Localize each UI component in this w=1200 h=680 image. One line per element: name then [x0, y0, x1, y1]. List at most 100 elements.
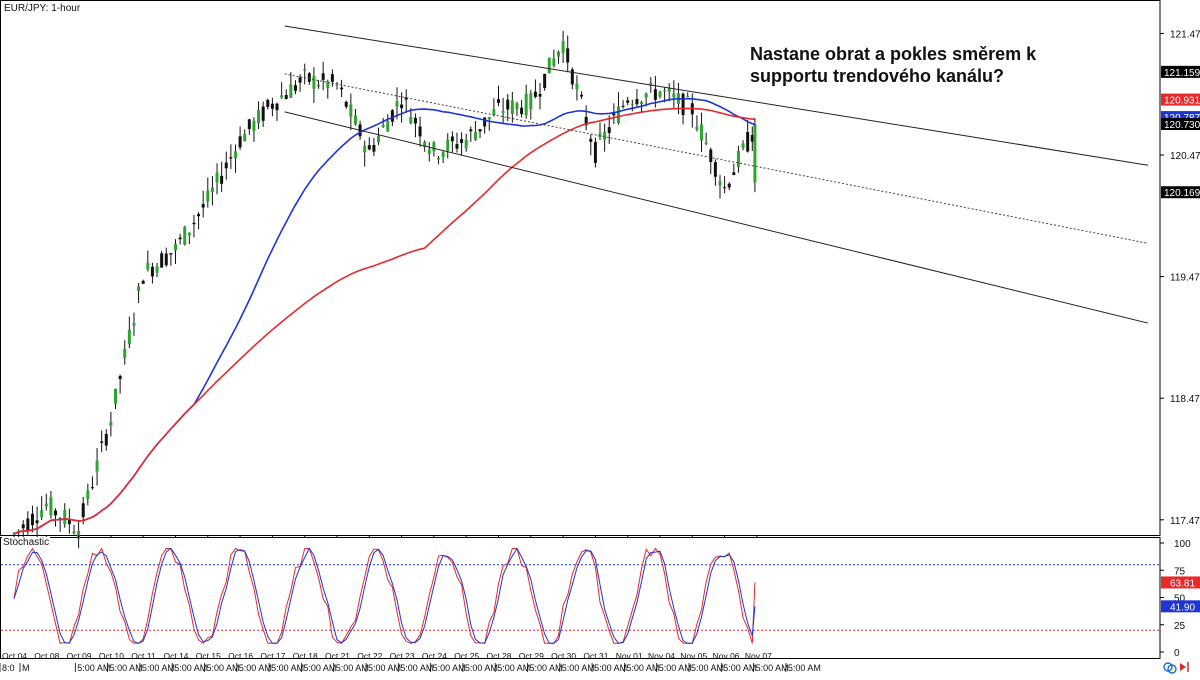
- time-label: 5:00 AM: [530, 663, 563, 673]
- candle-body: [437, 158, 441, 160]
- candle: [114, 388, 118, 409]
- candle-body: [575, 83, 579, 90]
- candle: [280, 82, 284, 99]
- candle-body: [386, 121, 390, 132]
- candle: [598, 122, 602, 141]
- candle-body: [330, 74, 334, 82]
- candle: [575, 75, 579, 101]
- scroll-arrow-shape: [1180, 663, 1186, 671]
- candle-body: [455, 144, 459, 149]
- candle: [224, 151, 228, 180]
- candle: [44, 493, 48, 511]
- link-icon: [1163, 662, 1177, 674]
- candle-body: [552, 58, 556, 66]
- candle-body: [621, 105, 625, 107]
- candle-body: [123, 348, 127, 358]
- candle-body: [340, 87, 344, 90]
- candle: [40, 496, 44, 521]
- candle: [266, 98, 270, 110]
- candle-body: [81, 503, 85, 518]
- candle: [400, 92, 404, 123]
- candle-body: [201, 204, 205, 208]
- candle-body: [723, 187, 727, 189]
- date-label: Oct 22: [357, 651, 382, 661]
- time-label: 5:00 AM: [239, 663, 272, 673]
- candle-body: [67, 519, 71, 525]
- candle-body: [127, 329, 131, 345]
- candle: [381, 117, 385, 129]
- date-label: Oct 04: [2, 651, 27, 661]
- candle-body: [197, 213, 201, 217]
- candle-body: [704, 142, 708, 144]
- candle: [349, 93, 353, 130]
- time-label: 5:00 AM: [659, 663, 692, 673]
- candle-body: [132, 322, 136, 326]
- candle: [718, 175, 722, 199]
- price-label-box: [1161, 118, 1200, 131]
- date-label: Oct 23: [390, 651, 415, 661]
- candle: [529, 90, 533, 120]
- stochastic-value-box: [1161, 600, 1200, 613]
- stochastic-value-text: 41.90: [1170, 602, 1195, 613]
- candle-body: [210, 187, 214, 192]
- time-label: 5:00 AM: [433, 663, 466, 673]
- candle-body: [404, 97, 408, 100]
- candle-body: [663, 90, 667, 92]
- candle-body: [718, 181, 722, 186]
- candle-body: [54, 510, 58, 516]
- candle: [243, 129, 247, 142]
- candle: [566, 35, 570, 73]
- candle-body: [653, 89, 657, 100]
- candle: [109, 411, 113, 437]
- candle: [547, 57, 551, 74]
- candle: [538, 83, 542, 110]
- date-label: Oct 15: [196, 651, 221, 661]
- candle-body: [155, 266, 159, 273]
- candle-body: [114, 388, 118, 404]
- date-label: Oct 30: [551, 651, 576, 661]
- candle: [160, 250, 164, 268]
- candle-body: [349, 104, 353, 117]
- candle: [753, 117, 757, 193]
- candle: [455, 132, 459, 153]
- candle-body: [372, 144, 376, 152]
- candle-body: [441, 152, 445, 157]
- price-label-box: [1161, 65, 1200, 78]
- date-label: Oct 21: [325, 651, 350, 661]
- candle-body: [95, 460, 99, 472]
- candle: [658, 90, 662, 99]
- main-panel-frame: [0, 0, 1161, 536]
- candle: [321, 61, 325, 91]
- candle: [727, 182, 731, 191]
- candle-body: [247, 119, 251, 130]
- time-label: 5:00 AM: [626, 663, 659, 673]
- candle-body: [630, 103, 634, 105]
- candle-body: [520, 107, 524, 115]
- candle: [700, 112, 704, 153]
- candle-body: [556, 51, 560, 57]
- candle: [593, 137, 597, 168]
- time-label: 5:00 AM: [368, 663, 401, 673]
- candle: [100, 430, 104, 453]
- candle: [686, 92, 690, 98]
- candle-body: [635, 99, 639, 105]
- candle: [741, 140, 745, 151]
- candle-body: [49, 497, 53, 516]
- candle-body: [270, 103, 274, 109]
- date-label: Oct 10: [99, 651, 124, 661]
- candle-body: [390, 110, 394, 122]
- candle: [132, 312, 136, 336]
- stochastic-k-line: [13, 547, 756, 644]
- candle-body: [432, 142, 436, 152]
- ma-fast-line: [13, 97, 756, 535]
- date-label: Oct 29: [519, 651, 544, 661]
- price-label-text: 120.169: [1164, 188, 1200, 199]
- candle-body: [616, 106, 620, 123]
- candle-body: [640, 102, 644, 105]
- candle-body: [289, 84, 293, 98]
- candle: [72, 524, 76, 535]
- date-label: Oct 17: [260, 651, 285, 661]
- candle: [21, 520, 25, 540]
- candle: [478, 129, 482, 139]
- candle: [344, 100, 348, 109]
